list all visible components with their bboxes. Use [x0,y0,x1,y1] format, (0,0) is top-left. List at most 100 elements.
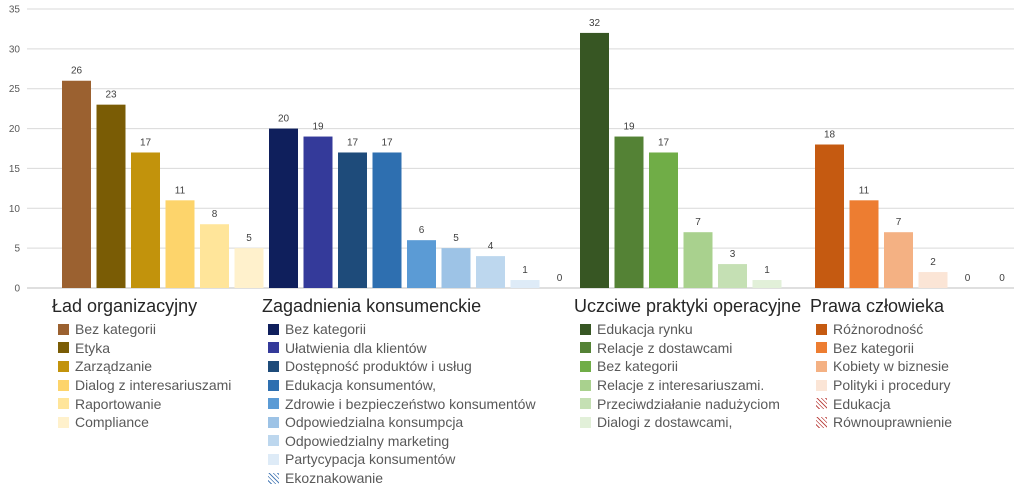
legend-item: Bez kategorii [268,320,536,339]
data-label: 7 [896,217,902,228]
bars [62,32,948,289]
data-label: 23 [105,90,117,101]
data-label: 0 [965,273,971,284]
legend-item: Odpowiedzialna konsumpcja [268,413,536,432]
legend-swatch [816,398,827,410]
bar [131,152,160,288]
legend-label: Bez kategorii [75,321,156,338]
bar [918,272,948,288]
legend-swatch [816,360,827,372]
bar [683,232,713,288]
bar [510,280,540,288]
legend-label: Ekoznakowanie [285,470,384,487]
legend-label: Raportowanie [75,395,162,412]
legend-item: Dialogi z dostawcami, [580,413,780,432]
legend-item: Zarządzanie [58,357,231,376]
legend-label: Równouprawnienie [833,414,953,431]
legend-item: Odpowiedzialny marketing [268,432,536,451]
legend-swatch [58,323,69,335]
legend-swatch [268,342,279,354]
data-label: 11 [859,185,870,196]
legend-item: Bez kategorii [58,320,231,339]
legend-item: Zdrowie i bezpieczeństwo konsumentów [268,394,536,413]
legend-item: Ułatwienia dla klientów [268,339,536,358]
legend-item: Dialog z interesariuszami [58,376,231,395]
legend-label: Relacje z dostawcami [597,339,733,356]
data-label: 5 [453,233,459,244]
group-title: Uczciwe praktyki operacyjne [574,296,802,316]
legend-label: Edukacja konsumentów, [285,377,436,394]
legend-item: Polityki i procedury [816,376,952,395]
legend-swatch [268,323,279,335]
bar [849,200,879,288]
legend-label: Różnorodność [833,321,924,338]
bar [200,224,229,288]
legend-label: Kobiety w biznesie [833,358,949,375]
data-label: 32 [589,18,601,29]
bar [165,200,195,288]
data-label: 19 [312,122,324,133]
data-label: 0 [999,273,1005,284]
legend-label: Odpowiedzialna konsumpcja [285,414,464,431]
legend-swatch [58,342,69,354]
legend-item: Edukacja rynku [580,320,780,339]
data-label: 1 [522,265,528,276]
data-label: 26 [71,66,83,77]
legend-label: Compliance [75,414,149,431]
legend-item: Bez kategorii [580,357,780,376]
legend-label: Odpowiedzialny marketing [285,432,450,449]
data-label: 8 [212,209,218,220]
y-tick-label: 15 [9,164,21,175]
legend-swatch [58,360,69,372]
data-label: 18 [824,130,836,141]
legend-swatch [580,342,591,354]
data-label: 5 [246,233,252,244]
data-label: 2 [930,257,936,268]
data-label: 17 [658,137,670,148]
bar [752,280,782,288]
data-label: 17 [347,137,359,148]
legend-item: Edukacja konsumentów, [268,376,536,395]
data-label: 3 [730,249,736,260]
data-label: 19 [623,122,635,133]
legend-item: Partycypacja konsumentów [268,450,536,469]
y-tick-label: 25 [9,84,21,95]
bar [269,128,298,288]
legend-label: Dostępność produktów i usług [285,358,472,375]
legend-item: Edukacja [816,394,952,413]
legend-label: Bez kategorii [833,339,914,356]
legend-label: Ułatwienia dla klientów [285,339,427,356]
legend-swatch [268,453,279,465]
data-label: 20 [278,114,290,125]
legend-item: Relacje z interesariuszami. [580,376,780,395]
legend-item: Relacje z dostawcami [580,339,780,358]
bar [649,152,678,288]
legend-label: Edukacja [833,395,891,412]
data-label: 0 [557,273,563,284]
legend: Bez kategorii Ułatwienia dla klientów Dost… [268,320,536,487]
legend-swatch [58,379,69,391]
y-tick-label: 20 [9,124,21,135]
legend-swatch [58,416,69,428]
legend-item: Przeciwdziałanie nadużyciom [580,394,780,413]
legend-swatch [58,398,69,410]
bar [372,152,402,288]
legend-swatch [816,416,827,428]
legend-swatch [268,435,279,447]
legend-swatch [580,379,591,391]
y-tick-label: 10 [9,204,21,215]
legend-swatch [580,360,591,372]
legend-item: Kobiety w biznesie [816,357,952,376]
y-tick-label: 30 [9,44,21,55]
bar [884,232,913,288]
bar [338,152,367,288]
y-axis: 0 5 10 15 20 25 30 35 [9,5,21,295]
bar [62,80,91,288]
bar [234,248,264,288]
data-label: 1 [764,265,770,276]
legend: Bez kategorii Etyka Zarządzanie Dialog z in… [58,320,231,432]
bar [614,136,644,288]
legend-item: Compliance [58,413,231,432]
bar [303,136,333,288]
